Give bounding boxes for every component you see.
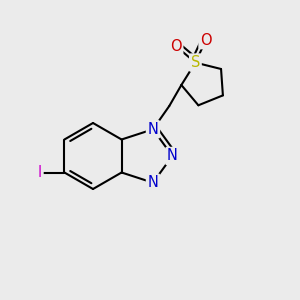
Text: N: N	[148, 175, 158, 190]
Text: N: N	[167, 148, 178, 164]
Text: O: O	[170, 39, 182, 54]
Text: N: N	[148, 122, 158, 137]
Text: S: S	[191, 55, 200, 70]
Text: O: O	[200, 33, 212, 48]
Text: I: I	[38, 165, 42, 180]
